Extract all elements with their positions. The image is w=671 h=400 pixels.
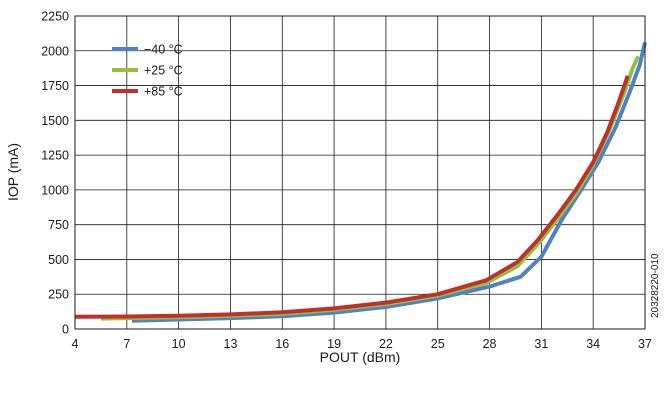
x-tick-label: 22 [379,337,393,351]
series-line-3 [74,75,630,319]
plot-frame [74,15,646,330]
y-tick-label: 0 [62,323,69,337]
y-tick-label: 500 [48,253,69,267]
legend-label-1: −40 °C [144,43,183,57]
x-tick-label: 19 [327,337,341,351]
x-tick-label: 10 [172,337,186,351]
legend-label-3: +85 °C [144,85,183,99]
series-line-1 [131,41,647,323]
y-axis-title: IOP (mA) [5,143,21,201]
y-tick-label: 1250 [41,149,69,163]
y-tick-label: 250 [48,288,69,302]
x-tick-label: 31 [534,337,548,351]
x-tick-label: 37 [638,337,652,351]
x-tick-label: 34 [586,337,600,351]
x-tick-label: 4 [72,337,79,351]
x-axis-title: POUT (dBm) [320,349,401,365]
x-tick-label: 25 [431,337,445,351]
figure-id: 20328220-010 [650,253,661,318]
x-tick-label: 7 [123,337,130,351]
x-tick-label: 16 [275,337,289,351]
y-tick-label: 1500 [41,114,69,128]
chart-series-layer [74,41,647,323]
x-tick-label: 13 [224,337,238,351]
legend-label-2: +25 °C [144,64,183,78]
tick-labels: 4 7 10 13 16 19 22 25 28 31 34 37 0 250 500 750 1000 1250… [41,10,652,352]
y-tick-label: 1750 [41,79,69,93]
y-tick-label: 2000 [41,44,69,58]
x-tick-label: 28 [483,337,497,351]
y-tick-label: 750 [48,218,69,232]
legend: −40 °C +25 °C +85 °C [112,43,183,99]
y-tick-label: 2250 [41,10,69,24]
y-tick-label: 1000 [41,183,69,197]
